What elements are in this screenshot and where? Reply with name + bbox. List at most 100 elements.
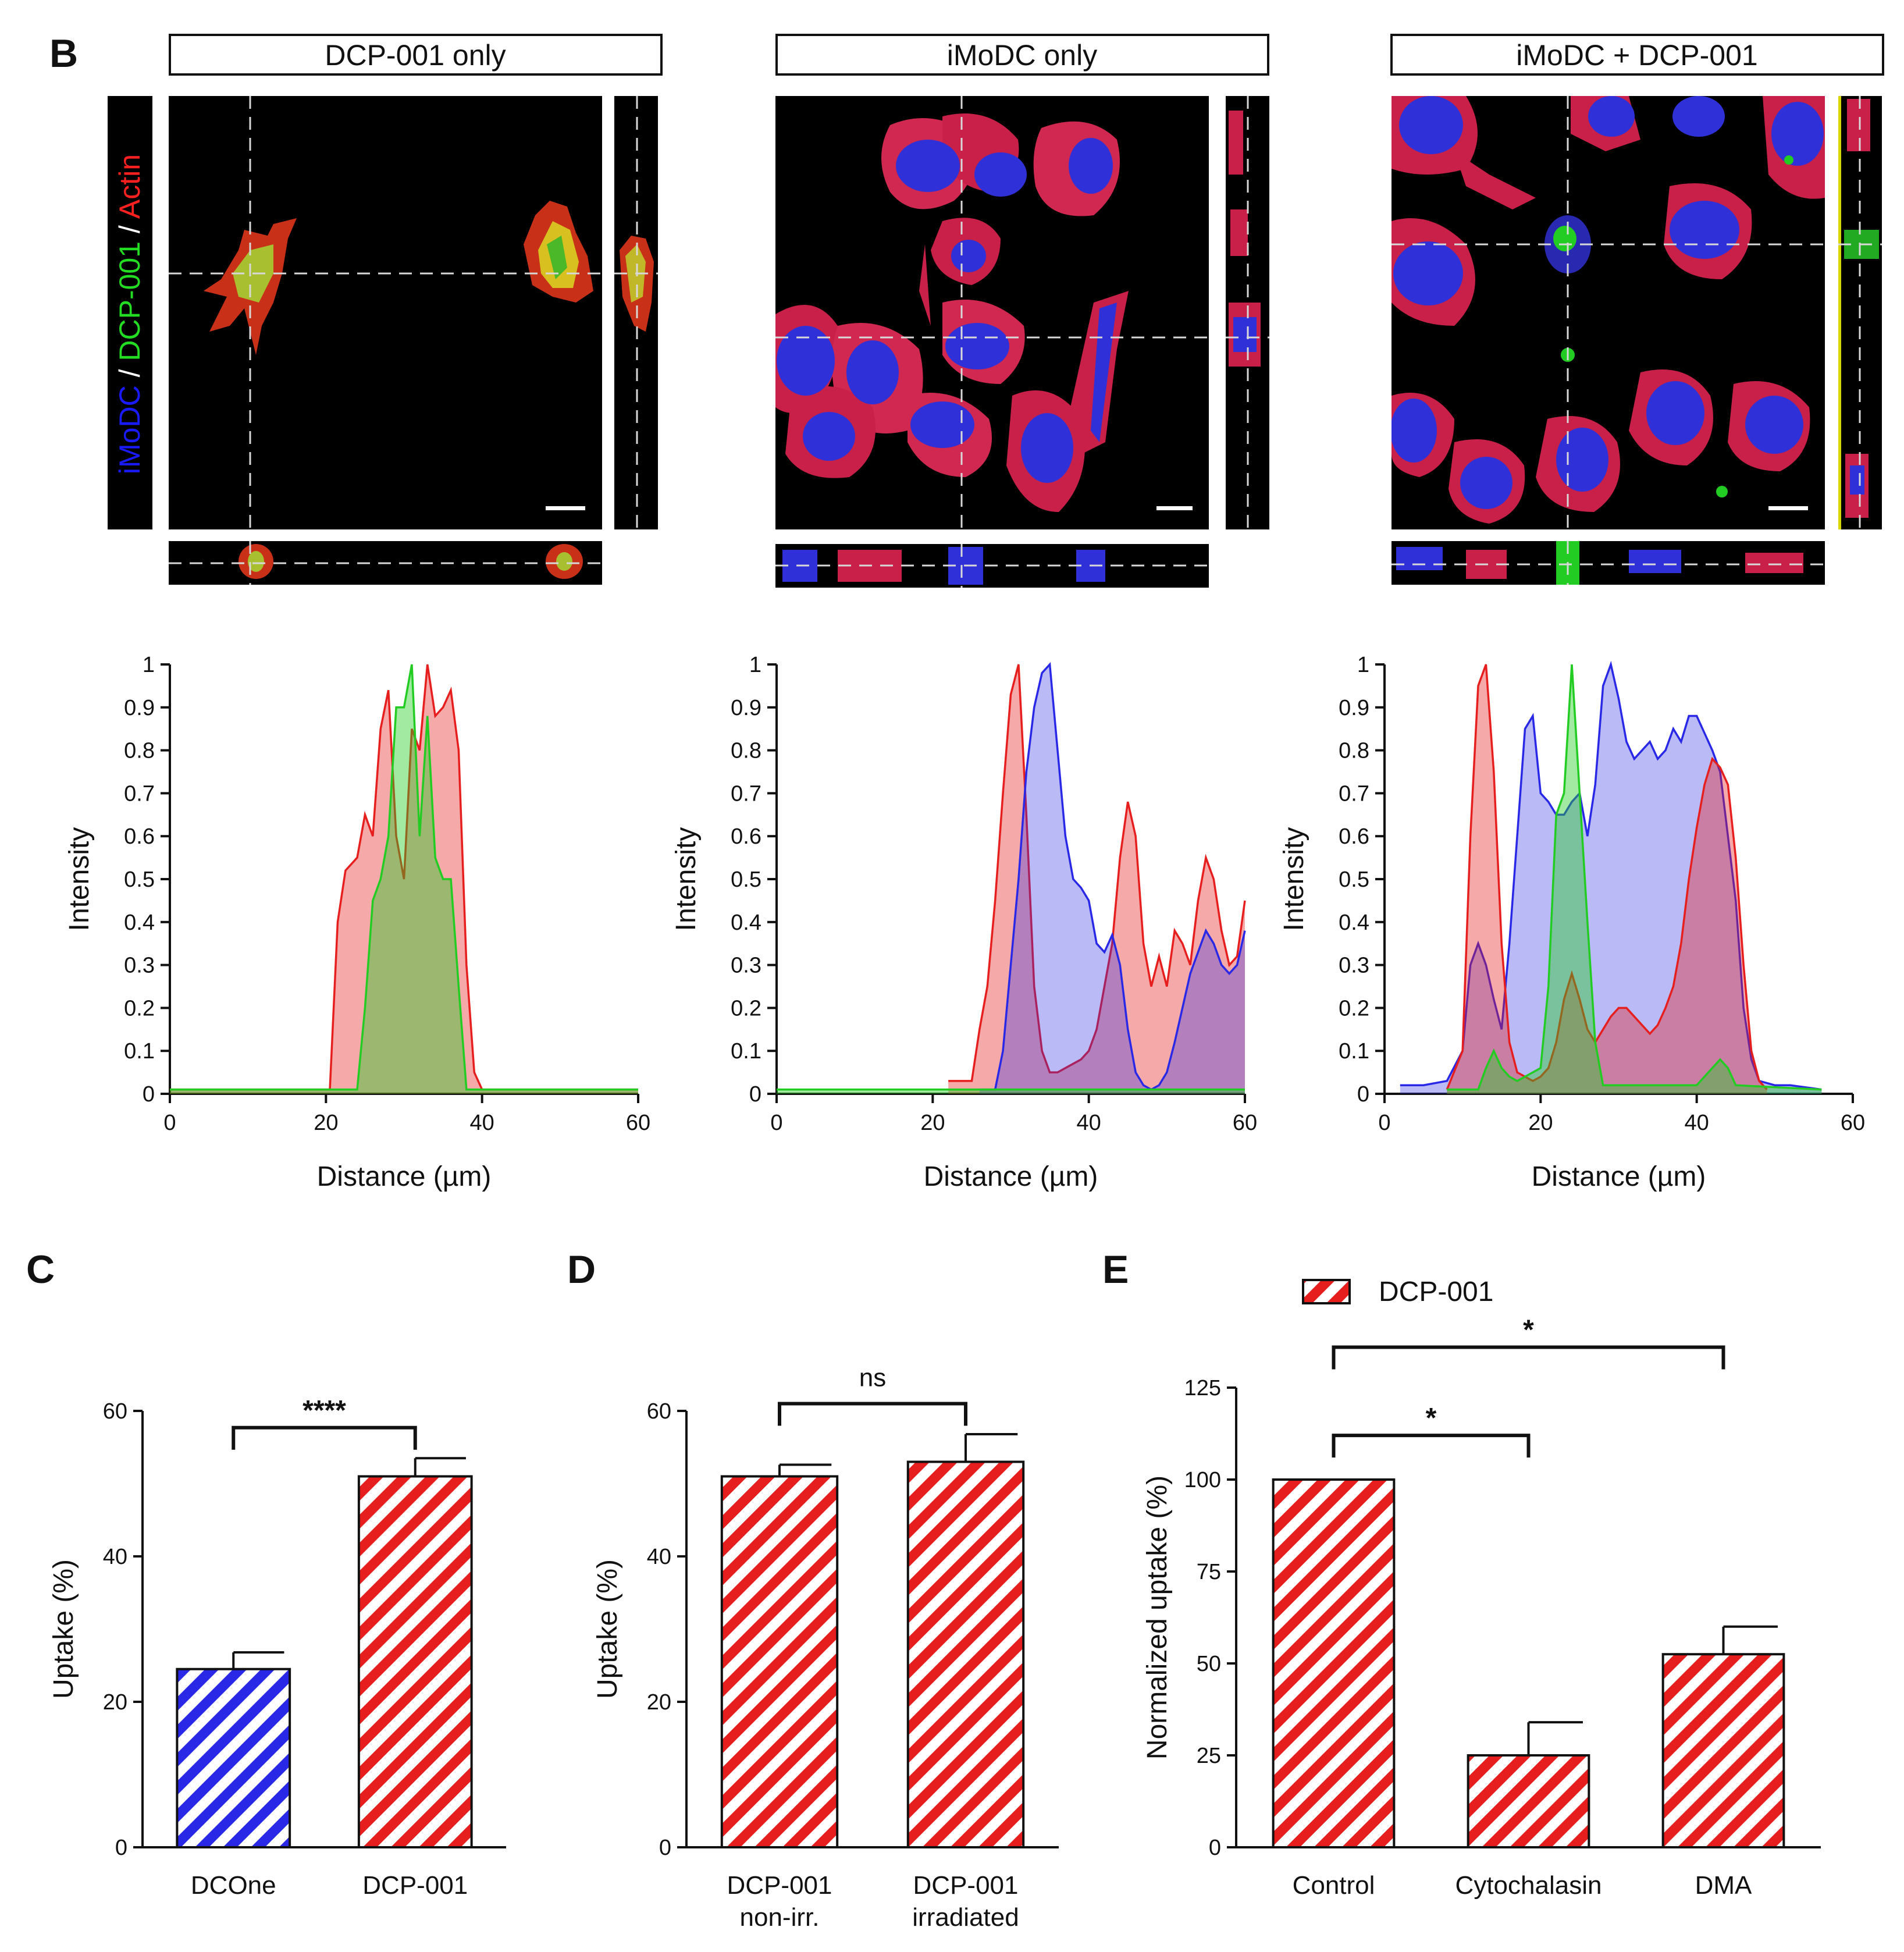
micrograph-3	[1391, 96, 1825, 529]
x-axis-label: Distance (µm)	[924, 1161, 1098, 1192]
series-line-dcp-001	[170, 664, 638, 1091]
y-tick-label: 0	[1209, 1836, 1221, 1860]
side-view-1	[614, 96, 658, 529]
x-tick-label: 60	[626, 1111, 650, 1135]
series-area-imodc	[1400, 664, 1822, 1094]
y-tick-label: 0.8	[124, 739, 155, 763]
y-tick-label: 0.7	[731, 781, 761, 806]
y-tick-label: 125	[1184, 1376, 1221, 1400]
significance-label: ns	[859, 1364, 886, 1392]
x-axis-label: Distance (µm)	[317, 1161, 492, 1192]
y-tick-label: 1	[749, 653, 761, 677]
x-tick-label: 40	[470, 1111, 494, 1135]
significance-bracket	[778, 1402, 967, 1426]
micrograph-1	[169, 96, 602, 529]
bar-chart-d: 0 20 40 60 Uptake (%) DCP-001 non-irr. DCP-001 i…	[592, 1364, 1059, 1932]
panel-c-label: C	[26, 1247, 55, 1292]
side-view-2	[1226, 96, 1269, 529]
y-tick-label: 20	[103, 1690, 127, 1715]
y-tick-label: 100	[1184, 1468, 1221, 1492]
panel-b-label: B	[49, 31, 78, 76]
x-category-label: DCOne	[191, 1871, 276, 1900]
column-title-1: DCP-001 only	[169, 34, 663, 76]
y-tick-label: 1	[1357, 653, 1369, 677]
x-tick-label: 60	[1841, 1111, 1865, 1135]
y-tick-label: 0.4	[124, 911, 155, 935]
y-axis-label: Normalized uptake (%)	[1142, 1475, 1173, 1759]
profile-chart-1: 0 0.1 0.2 0.3 0.4 0.5 0.6 0.7 0.8 0.9 1 Intensity 0 2…	[64, 653, 650, 1192]
bar	[906, 1460, 1025, 1848]
y-tick-label: 50	[1197, 1652, 1221, 1676]
y-tick-label: 0.4	[731, 911, 761, 935]
bar	[1467, 1754, 1590, 1848]
y-tick-label: 75	[1197, 1560, 1221, 1584]
y-axis-label: Uptake (%)	[592, 1559, 623, 1699]
y-tick-label: 0.2	[731, 996, 761, 1021]
x-category-label: DCP-001	[727, 1871, 832, 1900]
x-category-label: Control	[1293, 1871, 1375, 1900]
y-tick-label: 0.5	[731, 867, 761, 892]
column-title-3: iMoDC + DCP-001	[1390, 34, 1884, 76]
y-tick-label: 0.9	[1339, 696, 1369, 720]
bar	[357, 1475, 473, 1848]
y-tick-label: 0.4	[1339, 911, 1369, 935]
x-tick-label: 40	[1685, 1111, 1709, 1135]
series-area-dcp-001	[170, 664, 638, 1094]
y-tick-label: 0.5	[1339, 867, 1369, 892]
x-tick-label: 20	[1528, 1111, 1553, 1135]
y-tick-label: 40	[647, 1545, 671, 1569]
series-line-imodc	[1400, 660, 1822, 1091]
bar-chart-e: 0 25 50 75 100 125 Normalized uptake (%) Contro…	[1142, 1277, 1821, 1900]
y-tick-label: 0.2	[124, 996, 155, 1021]
y-tick-label: 0.8	[1339, 739, 1369, 763]
x-tick-label: 0	[163, 1111, 176, 1135]
y-tick-label: 0	[659, 1836, 671, 1860]
x-tick-label: 0	[1378, 1111, 1390, 1135]
channel-label-part: /	[113, 361, 146, 386]
y-tick-label: 40	[103, 1545, 127, 1569]
channel-label-part: DCP-001	[113, 241, 146, 361]
x-tick-label: 20	[920, 1111, 945, 1135]
y-tick-label: 0.2	[1339, 996, 1369, 1021]
column-title-1-text: DCP-001 only	[325, 39, 506, 72]
series-area-dcp-001	[777, 1089, 1245, 1094]
series-line-actin	[948, 664, 1246, 1082]
series-line-imodc	[979, 662, 1246, 1091]
x-tick-label: 40	[1077, 1111, 1101, 1135]
panel-d-label: D	[567, 1247, 596, 1292]
bar	[1272, 1478, 1396, 1848]
y-tick-label: 0.3	[1339, 954, 1369, 978]
series-line-actin	[1446, 664, 1768, 1090]
series-line-actin	[170, 664, 638, 1091]
micrograph-2	[775, 96, 1209, 529]
channel-label-part: iMoDC	[113, 385, 146, 474]
x-subcategory-label: non-irr.	[740, 1903, 820, 1932]
y-tick-label: 0.7	[124, 781, 155, 806]
bottom-view-3	[1391, 541, 1825, 585]
y-tick-label: 0.6	[1339, 824, 1369, 849]
significance-label: *	[1523, 1314, 1534, 1345]
y-tick-label: 0.7	[1339, 781, 1369, 806]
bar	[176, 1667, 291, 1848]
bottom-view-2	[775, 544, 1209, 588]
column-title-3-text: iMoDC + DCP-001	[1516, 39, 1757, 72]
x-category-label: Cytochalasin	[1455, 1871, 1602, 1900]
significance-bracket	[1332, 1345, 1725, 1370]
side-view-3	[1838, 96, 1882, 529]
y-tick-label: 0.5	[124, 867, 155, 892]
y-tick-label: 0.8	[731, 739, 761, 763]
y-tick-label: 0	[115, 1836, 127, 1860]
column-title-2-text: iMoDC only	[947, 39, 1097, 72]
y-tick-label: 1	[143, 653, 155, 677]
y-tick-label: 20	[647, 1690, 671, 1715]
y-tick-label: 60	[103, 1399, 127, 1424]
panel-e-label: E	[1102, 1247, 1129, 1292]
bar-chart-c: 0 20 40 60 Uptake (%) DCOne DCP-001 ****	[48, 1395, 506, 1900]
channel-label: iMoDC / DCP-001 / Actin	[113, 154, 146, 474]
bar	[720, 1475, 839, 1848]
significance-bracket	[1332, 1434, 1531, 1458]
series-area-actin	[948, 664, 1245, 1094]
x-category-label: DMA	[1695, 1871, 1752, 1900]
profile-chart-3: 0 0.1 0.2 0.3 0.4 0.5 0.6 0.7 0.8 0.9 1 Intensity 0 2…	[1279, 653, 1865, 1192]
